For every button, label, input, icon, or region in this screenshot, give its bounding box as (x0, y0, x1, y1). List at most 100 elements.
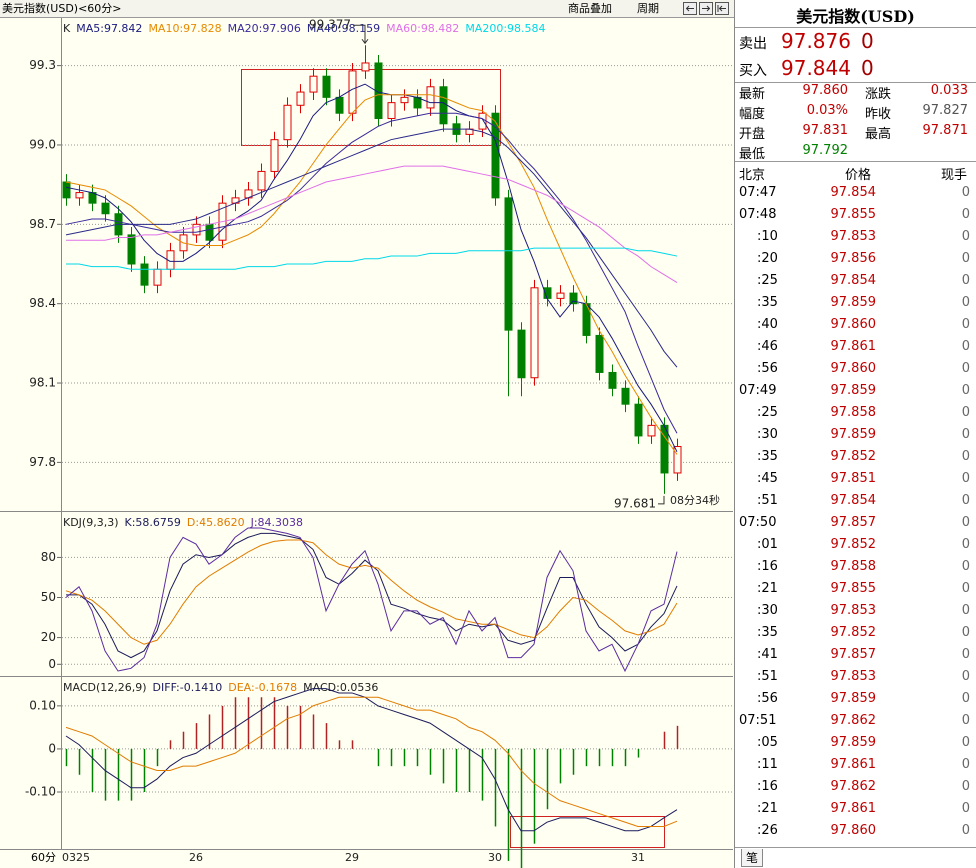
period-button[interactable]: 周期 (637, 2, 659, 15)
candle-body (309, 75, 318, 93)
tick-time: :30 (757, 427, 778, 442)
nav-icons (685, 5, 726, 12)
tick-volume: 0 (961, 713, 970, 728)
tick-time: :10 (757, 229, 778, 244)
quote-price: 97.844 (781, 56, 851, 80)
stat-value: 0.033 (930, 83, 968, 98)
tab: 笔 (741, 849, 764, 867)
tick-volume: 0 (961, 207, 970, 222)
tick-volume: 0 (961, 603, 970, 618)
y-tick-label: 0 (48, 741, 56, 755)
candle-body (400, 96, 409, 104)
candle-body (140, 263, 149, 286)
y-tick-label: 99.3 (29, 58, 56, 72)
indicator-line (65, 688, 678, 832)
x-tick-label: 31 (631, 851, 645, 864)
candle-body (322, 75, 331, 98)
tick-time: :16 (757, 779, 778, 794)
high-arrow (353, 24, 369, 45)
panel-title: 美元指数(USD) (796, 7, 915, 26)
tick-time: :35 (757, 449, 778, 464)
legend-entry: MA60:98.482 (386, 22, 459, 35)
candle-body (647, 424, 656, 437)
candle-body (257, 170, 266, 191)
tick-volume: 0 (961, 229, 970, 244)
candle-body (426, 86, 435, 109)
tick-price: 97.852 (830, 449, 877, 464)
tick-volume: 0 (961, 273, 970, 288)
candle-body (517, 329, 526, 379)
candle-body (608, 371, 617, 389)
tick-volume: 0 (961, 625, 970, 640)
ticks-header: 价格 (845, 168, 872, 183)
candle-body (127, 234, 136, 265)
tick-volume: 0 (961, 383, 970, 398)
candle-body (192, 223, 201, 236)
y-tick-label: 98.7 (29, 217, 56, 231)
low-label: 97.681 (614, 496, 656, 510)
overlay-button[interactable]: 商品叠加 (568, 1, 612, 15)
candle-body (582, 303, 591, 336)
tick-volume: 0 (961, 779, 970, 794)
tick-time: :30 (757, 603, 778, 618)
stat-value: 97.871 (922, 123, 969, 138)
tick-time: :16 (757, 559, 778, 574)
tick-price: 97.851 (830, 471, 877, 486)
tick-volume: 0 (961, 405, 970, 420)
stat-value: 0.03% (806, 103, 848, 118)
y-tick-label: 97.8 (29, 455, 56, 469)
candle-body (634, 403, 643, 437)
tick-price: 97.860 (830, 361, 877, 376)
y-tick-label: 99.0 (29, 137, 56, 151)
y-tick-label: 0.10 (29, 698, 56, 712)
countdown: 08分34秒 (670, 493, 720, 507)
tick-price: 97.858 (830, 559, 877, 574)
tick-time: 07:49 (739, 383, 777, 398)
stat-value: 97.860 (802, 83, 849, 98)
tick-time: :05 (757, 735, 778, 750)
tick-volume: 0 (961, 691, 970, 706)
tick-price: 97.855 (830, 207, 877, 222)
y-tick-label: 20 (41, 630, 56, 644)
stat-value: 97.792 (802, 143, 849, 158)
highlight-box (241, 69, 501, 146)
tick-price: 97.859 (830, 735, 877, 750)
candle-body (270, 139, 279, 172)
tick-price: 97.860 (830, 823, 877, 838)
tick-price: 97.855 (830, 581, 877, 596)
tick-price: 97.861 (830, 339, 877, 354)
tick-price: 97.853 (830, 669, 877, 684)
tick-price: 97.858 (830, 405, 877, 420)
tick-volume: 0 (961, 515, 970, 530)
quote-volume: 0 (861, 29, 874, 53)
tick-price: 97.859 (830, 691, 877, 706)
candle-body (75, 192, 84, 199)
candle-body (205, 223, 214, 241)
tick-volume: 0 (961, 471, 970, 486)
candle-body (361, 62, 370, 72)
legend-entry: MA10:97.828 (148, 22, 221, 35)
candle-body (348, 70, 357, 114)
nav-buttons (683, 2, 729, 15)
tick-volume: 0 (961, 185, 970, 200)
tick-volume: 0 (961, 427, 970, 442)
tick-volume: 0 (961, 823, 970, 838)
ticks-header: 现手 (941, 168, 968, 183)
chart-header-title: 美元指数(USD)<60分> (2, 1, 122, 15)
candle-body (673, 446, 682, 474)
tick-volume: 0 (961, 449, 970, 464)
tick-volume: 0 (961, 295, 970, 310)
tick-price: 97.853 (830, 229, 877, 244)
chart-background (0, 0, 734, 868)
tick-volume: 0 (961, 581, 970, 596)
legend-entry: D:45.8620 (187, 516, 245, 529)
stat-label: 涨跌 (865, 87, 892, 102)
separator (735, 27, 976, 28)
legend-entry: K:58.6759 (125, 516, 181, 529)
highlight-box (510, 816, 665, 848)
tick-price: 97.856 (830, 251, 877, 266)
tick-price: 97.854 (830, 493, 877, 508)
candle-body (296, 91, 305, 106)
legend-entry: K (63, 22, 71, 35)
candle-body (491, 112, 500, 199)
